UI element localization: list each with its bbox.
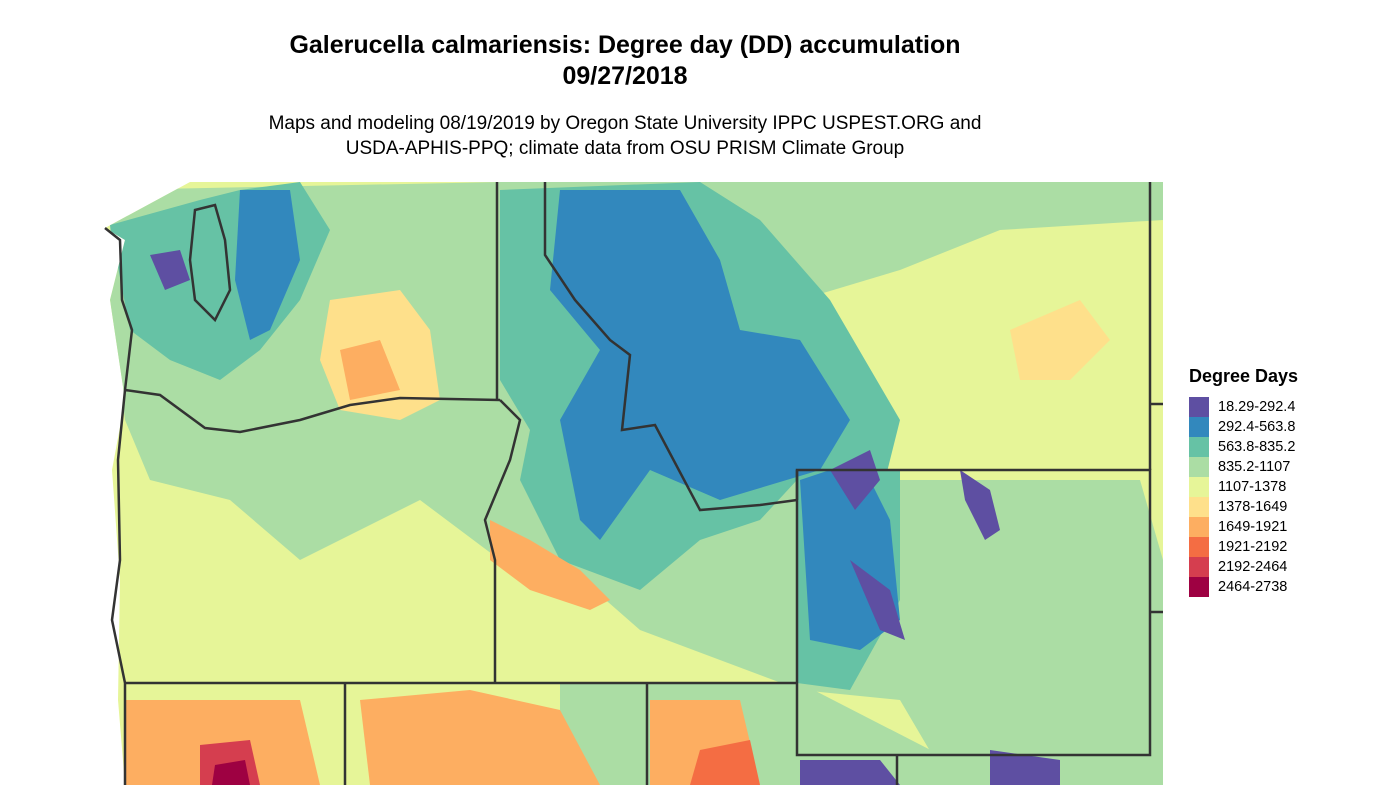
- border-or-id: [483, 399, 522, 683]
- legend-label: 18.29-292.4: [1218, 399, 1296, 415]
- zone-purple-olympic: [150, 250, 190, 290]
- legend-label: 1649-1921: [1218, 519, 1288, 535]
- zone-purple-ut: [800, 750, 1060, 785]
- coastline: [104, 227, 134, 785]
- legend-item: 563.8-835.2: [1189, 437, 1298, 457]
- legend-label: 1107-1378: [1218, 479, 1287, 495]
- legend-item: 1378-1649: [1189, 497, 1298, 517]
- state-borders: [104, 182, 1163, 785]
- zone-orange-columbia2: [340, 340, 400, 400]
- legend-label: 835.2-1107: [1218, 459, 1291, 475]
- subtitle-line-2: USDA-APHIS-PPQ; climate data from OSU PR…: [345, 138, 905, 159]
- legend-item: 2192-2464: [1189, 557, 1298, 577]
- legend-swatch: [1189, 497, 1209, 517]
- legend-swatch: [1189, 557, 1209, 577]
- zone-darkred-ca: [212, 760, 250, 785]
- legend-label: 2464-2738: [1218, 579, 1288, 595]
- legend-swatch: [1189, 577, 1209, 597]
- title-line-2: 09/27/2018: [562, 62, 688, 90]
- zone-orange-nv: [360, 690, 600, 785]
- subtitle-line-1: Maps and modeling 08/19/2019 by Oregon S…: [268, 113, 982, 134]
- title-line-1: Galerucella calmariensis: Degree day (DD…: [289, 31, 961, 59]
- legend-swatch: [1189, 417, 1209, 437]
- legend-label: 1378-1649: [1218, 499, 1288, 515]
- zone-purple-wy: [830, 450, 1000, 640]
- legend-item: 2464-2738: [1189, 577, 1298, 597]
- legend-title: Degree Days: [1189, 366, 1299, 386]
- zone-orange-ca: [125, 700, 320, 785]
- map-subtitle: Maps and modeling 08/19/2019 by Oregon S…: [0, 111, 1250, 161]
- border-wy: [795, 468, 1152, 757]
- legend-label: 2192-2464: [1218, 559, 1288, 575]
- border-id-mt: [543, 182, 798, 512]
- legend-swatch: [1189, 457, 1209, 477]
- zone-orange-mt: [1010, 300, 1110, 380]
- legend-item: 292.4-563.8: [1189, 417, 1298, 437]
- legend-swatch: [1189, 517, 1209, 537]
- legend-swatch: [1189, 397, 1209, 417]
- legend-item: 835.2-1107: [1189, 457, 1298, 477]
- legend-swatch: [1189, 477, 1209, 497]
- zone-orange-snake: [490, 520, 610, 610]
- legend-item: 1649-1921: [1189, 517, 1298, 537]
- zone-red-nvut: [690, 740, 760, 785]
- legend-item: 18.29-292.4: [1189, 397, 1298, 417]
- legend: Degree Days 18.29-292.4 292.4-563.8 563.8-…: [1189, 366, 1298, 597]
- legend-label: 563.8-835.2: [1218, 439, 1296, 455]
- zone-blue-cascades: [235, 190, 300, 340]
- raster-layer: [105, 182, 1163, 785]
- legend-item: 1921-2192: [1189, 537, 1298, 557]
- legend-item: 1107-1378: [1189, 477, 1298, 497]
- legend-swatch: [1189, 437, 1209, 457]
- border-wa-or: [124, 388, 501, 434]
- legend-label: 1921-2192: [1218, 539, 1288, 555]
- legend-label: 292.4-563.8: [1218, 419, 1296, 435]
- puget-sound: [188, 203, 232, 323]
- map-title: Galerucella calmariensis: Degree day (DD…: [0, 30, 1250, 92]
- legend-swatch: [1189, 537, 1209, 557]
- zone-blue-id: [550, 190, 850, 540]
